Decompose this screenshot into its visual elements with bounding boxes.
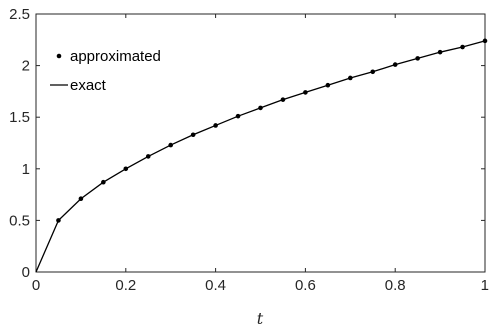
y-tick-label: 2.5 bbox=[9, 6, 30, 23]
series-approximated-point bbox=[123, 166, 129, 172]
legend-label-approximated: approximated bbox=[70, 48, 161, 65]
legend-marker-approximated bbox=[56, 53, 62, 59]
y-tick-label: 1.5 bbox=[9, 109, 30, 126]
series-approximated-point bbox=[78, 196, 84, 202]
series-approximated-point bbox=[370, 69, 376, 75]
series-approximated-point bbox=[235, 113, 241, 119]
legend-label-exact: exact bbox=[70, 77, 107, 94]
series-approximated-point bbox=[280, 97, 286, 102]
series-approximated-point bbox=[460, 44, 465, 50]
x-tick-label: 1 bbox=[481, 277, 489, 294]
series-layer bbox=[35, 38, 488, 273]
series-approximated-point bbox=[213, 123, 218, 128]
series-approximated-point bbox=[303, 90, 308, 95]
series-approximated-point bbox=[56, 218, 61, 223]
series-approximated-point bbox=[437, 49, 443, 55]
series-approximated-point bbox=[101, 179, 106, 185]
series-approximated-point bbox=[415, 56, 420, 61]
series-approximated-point bbox=[392, 62, 398, 67]
series-approximated-point bbox=[325, 82, 331, 88]
series-approximated-point bbox=[258, 105, 263, 111]
x-tick-label: 0.6 bbox=[295, 277, 316, 294]
axis-ticks: 0 0.2 0.4 0.6 0.8 1 0 0.5 1 1.5 2 2.5 bbox=[9, 6, 489, 294]
x-tick-label: 0 bbox=[32, 277, 40, 294]
y-tick-label: 1 bbox=[22, 161, 30, 178]
x-tick-label: 0.8 bbox=[385, 277, 406, 294]
y-tick-label: 0 bbox=[22, 264, 30, 281]
x-axis-label: t bbox=[257, 309, 264, 328]
series-approximated-point bbox=[190, 132, 196, 138]
series-approximated-point bbox=[145, 154, 151, 159]
series-approximated-point bbox=[168, 142, 173, 148]
series-approximated-point bbox=[482, 38, 488, 44]
legend: approximated exact bbox=[50, 48, 161, 94]
x-tick-label: 0.2 bbox=[115, 277, 136, 294]
y-tick-label: 2 bbox=[22, 58, 30, 75]
x-tick-label: 0.4 bbox=[205, 277, 226, 294]
plot-area bbox=[35, 13, 486, 273]
series-approximated-point bbox=[348, 75, 353, 81]
y-tick-label: 0.5 bbox=[9, 212, 30, 229]
